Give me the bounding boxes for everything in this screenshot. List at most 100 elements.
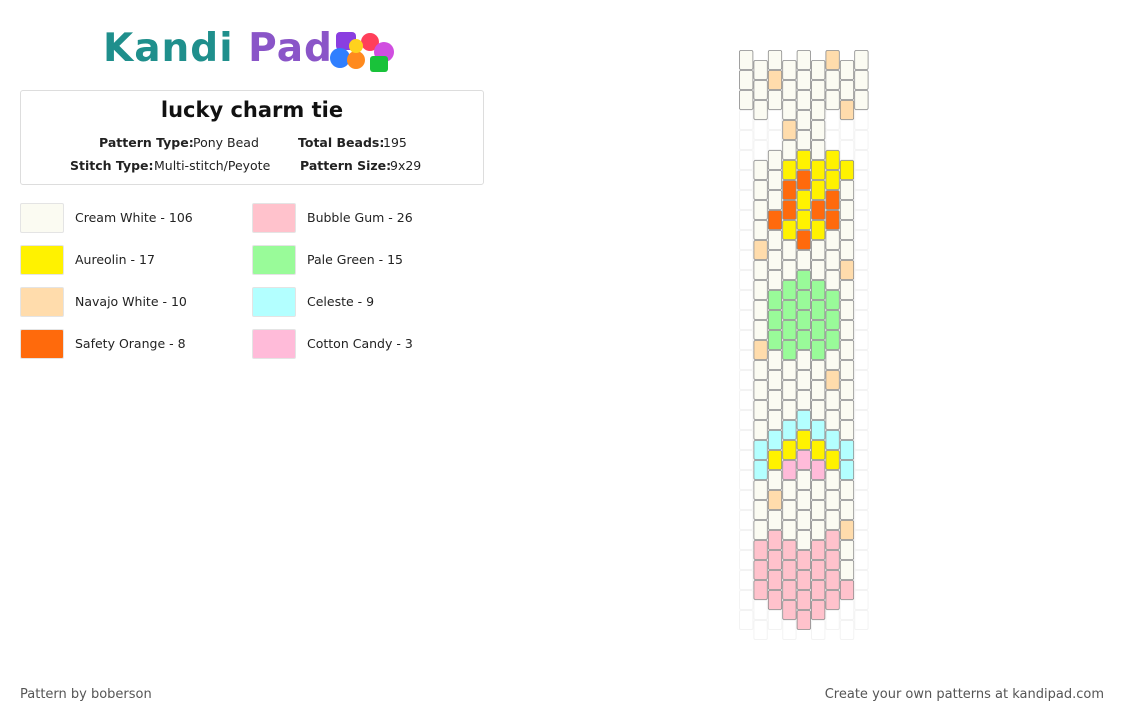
- bead: [796, 270, 811, 290]
- empty-slot: [854, 610, 869, 630]
- bead: [796, 110, 811, 130]
- bead: [753, 420, 768, 440]
- bead: [782, 100, 797, 120]
- bead: [767, 330, 783, 350]
- bead: [811, 120, 826, 140]
- empty-slot: [739, 350, 754, 370]
- bead: [839, 60, 855, 80]
- empty-slot: [767, 130, 783, 150]
- info-value: Pony Bead: [193, 135, 259, 150]
- bead: [782, 160, 797, 180]
- bead: [811, 260, 826, 280]
- empty-slot: [739, 170, 754, 190]
- bead: [753, 280, 768, 300]
- empty-slot: [854, 250, 869, 270]
- bead: [811, 460, 826, 480]
- bead: [811, 340, 826, 360]
- empty-slot: [753, 120, 768, 140]
- bead: [825, 190, 840, 210]
- bead: [767, 390, 783, 410]
- empty-slot: [825, 610, 840, 630]
- bead: [811, 280, 826, 300]
- bead: [811, 520, 826, 540]
- info-label: Stitch Type:: [70, 158, 154, 173]
- bead: [767, 230, 783, 250]
- bead: [767, 170, 783, 190]
- bead: [811, 480, 826, 500]
- bead: [854, 90, 869, 110]
- bead: [782, 560, 797, 580]
- bead: [767, 490, 783, 510]
- bead: [811, 540, 826, 560]
- bead: [782, 360, 797, 380]
- empty-slot: [739, 110, 754, 130]
- bead: [839, 220, 855, 240]
- bead: [825, 490, 840, 510]
- bead: [782, 60, 797, 80]
- bead: [811, 160, 826, 180]
- bead: [767, 150, 783, 170]
- bead: [825, 470, 840, 490]
- empty-slot: [854, 290, 869, 310]
- bead: [767, 190, 783, 210]
- bead: [839, 540, 855, 560]
- bead: [767, 90, 783, 110]
- empty-slot: [854, 130, 869, 150]
- bead: [753, 200, 768, 220]
- bead: [825, 270, 840, 290]
- bead: [811, 580, 826, 600]
- bead: [782, 600, 797, 620]
- empty-slot: [854, 210, 869, 230]
- empty-slot: [767, 110, 783, 130]
- bead: [782, 480, 797, 500]
- bead: [825, 310, 840, 330]
- bead: [839, 100, 855, 120]
- bead: [767, 290, 783, 310]
- empty-slot: [854, 310, 869, 330]
- bead: [825, 50, 840, 70]
- bead: [825, 150, 840, 170]
- legend-swatch: [20, 329, 64, 359]
- bead: [767, 450, 783, 470]
- legend-swatch: [20, 287, 64, 317]
- empty-slot: [739, 370, 754, 390]
- empty-slot: [739, 150, 754, 170]
- bead: [782, 280, 797, 300]
- bead: [796, 330, 811, 350]
- empty-slot: [739, 230, 754, 250]
- bead: [796, 290, 811, 310]
- bead: [767, 50, 783, 70]
- bead: [767, 270, 783, 290]
- bead: [782, 460, 797, 480]
- bead: [782, 140, 797, 160]
- bead: [753, 560, 768, 580]
- empty-slot: [854, 270, 869, 290]
- empty-slot: [854, 150, 869, 170]
- bead: [839, 160, 855, 180]
- empty-slot: [854, 370, 869, 390]
- bead: [767, 370, 783, 390]
- logo-pad: Pad: [248, 26, 333, 71]
- bead: [825, 410, 840, 430]
- bead: [796, 250, 811, 270]
- empty-slot: [839, 120, 855, 140]
- bead: [811, 320, 826, 340]
- bead: [811, 60, 826, 80]
- bead: [753, 360, 768, 380]
- empty-slot: [854, 390, 869, 410]
- bead: [796, 150, 811, 170]
- bead: [825, 290, 840, 310]
- bead: [782, 300, 797, 320]
- footer-link[interactable]: Create your own patterns at kandipad.com: [824, 687, 1104, 702]
- legend-swatch: [252, 245, 296, 275]
- legend-label: Aureolin - 17: [75, 252, 155, 267]
- bead: [767, 590, 783, 610]
- bead: [753, 580, 768, 600]
- legend-label: Celeste - 9: [307, 294, 375, 309]
- bead: [839, 200, 855, 220]
- empty-slot: [839, 140, 855, 160]
- empty-slot: [739, 610, 754, 630]
- empty-slot: [839, 620, 855, 640]
- bead: [839, 380, 855, 400]
- bead: [839, 440, 855, 460]
